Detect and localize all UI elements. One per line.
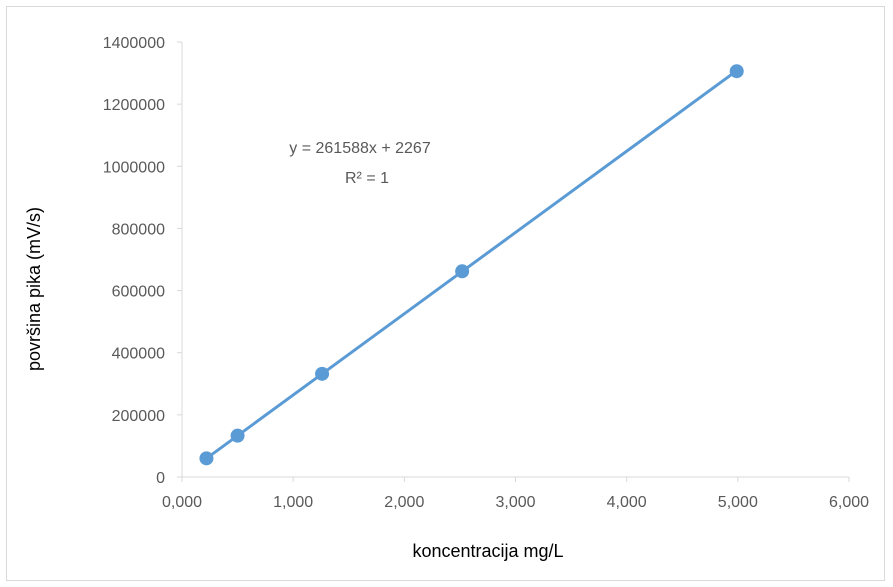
x-axis-title: koncentracija mg/L (412, 541, 563, 561)
x-tick-label: 3,000 (495, 494, 535, 511)
y-tick-label: 200000 (112, 408, 165, 425)
trendline-group (204, 69, 739, 460)
axes: 0,000 1,000 2,000 3,000 4,000 5,000 6,000 0 2000… (103, 35, 869, 511)
y-tick-label: 400000 (112, 346, 165, 363)
x-tick-label: 6,000 (829, 494, 869, 511)
data-point (729, 64, 744, 79)
data-point (199, 451, 214, 466)
data-point (315, 366, 330, 381)
trendline (204, 69, 739, 460)
data-point (455, 264, 470, 279)
y-tick-label: 1200000 (103, 97, 165, 114)
x-tick-label: 2,000 (384, 494, 424, 511)
trendline-r-squared: R² = 1 (345, 170, 389, 187)
y-tick-label: 0 (156, 470, 165, 487)
y-tick-label: 800000 (112, 221, 165, 238)
y-tick-label: 1000000 (103, 159, 165, 176)
x-tick-label: 1,000 (273, 494, 313, 511)
data-point (230, 428, 245, 443)
y-axis-title: površina pika (mV/s) (24, 207, 44, 371)
trendline-equation: y = 261588x + 2267 (289, 140, 431, 157)
y-tick-label: 600000 (112, 284, 165, 301)
x-tick-label: 4,000 (607, 494, 647, 511)
chart-frame (6, 6, 885, 581)
x-tick-label: 5,000 (718, 494, 758, 511)
data-points (199, 64, 744, 466)
y-tick-label: 1400000 (103, 35, 165, 52)
x-tick-label: 0,000 (162, 494, 202, 511)
